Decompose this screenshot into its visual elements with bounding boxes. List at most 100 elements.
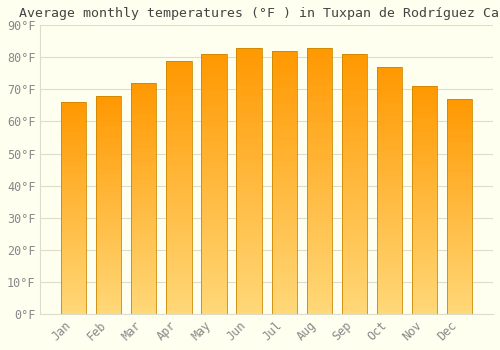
Bar [166,273,192,278]
Bar [377,215,402,220]
Bar [166,167,192,172]
Bar [61,187,86,191]
Bar [131,120,156,125]
Bar [61,276,86,280]
Bar [306,287,332,293]
Bar [96,231,122,236]
Bar [131,88,156,92]
Bar [166,136,192,142]
Bar [447,232,472,237]
Bar [236,85,262,90]
Bar [377,304,402,309]
Bar [306,80,332,85]
Bar [412,159,438,163]
Bar [342,64,367,70]
Bar [202,179,226,184]
Bar [272,119,297,125]
Bar [61,119,86,124]
Bar [412,109,438,113]
Bar [236,133,262,138]
Bar [342,189,367,194]
Bar [377,245,402,250]
Bar [377,67,402,72]
Bar [342,288,367,293]
Bar [306,133,332,138]
Bar [236,48,262,314]
Bar [342,153,367,158]
Bar [447,219,472,224]
Bar [412,209,438,214]
Bar [202,278,226,283]
Bar [306,303,332,309]
Bar [96,170,122,174]
Bar [377,235,402,240]
Bar [166,212,192,218]
Bar [166,309,192,314]
Bar [342,85,367,91]
Bar [342,225,367,231]
Bar [166,284,192,288]
Bar [447,254,472,258]
Bar [236,303,262,309]
Bar [202,85,226,91]
Bar [306,229,332,234]
Bar [272,51,297,56]
Bar [202,298,226,303]
Bar [412,296,438,300]
Bar [202,106,226,111]
Bar [166,71,192,76]
Bar [272,130,297,135]
Bar [166,126,192,132]
Bar [377,250,402,255]
Bar [96,236,122,240]
Bar [61,102,86,106]
Bar [61,221,86,225]
Bar [166,248,192,253]
Bar [342,215,367,220]
Bar [131,291,156,295]
Bar [131,111,156,115]
Bar [131,92,156,97]
Bar [342,303,367,309]
Bar [166,96,192,101]
Bar [96,96,122,314]
Bar [377,116,402,121]
Bar [166,202,192,208]
Bar [61,259,86,263]
Bar [412,154,438,159]
Bar [131,83,156,88]
Bar [131,258,156,263]
Bar [202,132,226,137]
Bar [447,262,472,267]
Bar [236,181,262,186]
Bar [236,122,262,127]
Bar [202,257,226,262]
Bar [377,82,402,87]
Bar [272,172,297,177]
Bar [447,194,472,198]
Bar [131,102,156,106]
Bar [342,148,367,153]
Bar [202,246,226,252]
Bar [272,177,297,182]
Bar [412,86,438,314]
Bar [96,118,122,122]
Bar [96,296,122,301]
Bar [447,133,472,138]
Bar [166,142,192,147]
Bar [447,310,472,314]
Bar [377,77,402,82]
Bar [202,220,226,225]
Bar [131,272,156,277]
Bar [377,156,402,161]
Bar [131,189,156,194]
Bar [272,135,297,140]
Bar [61,161,86,166]
Bar [166,111,192,116]
Bar [342,163,367,168]
Bar [236,165,262,170]
Bar [166,233,192,238]
Bar [342,117,367,122]
Bar [412,150,438,154]
Bar [61,297,86,301]
